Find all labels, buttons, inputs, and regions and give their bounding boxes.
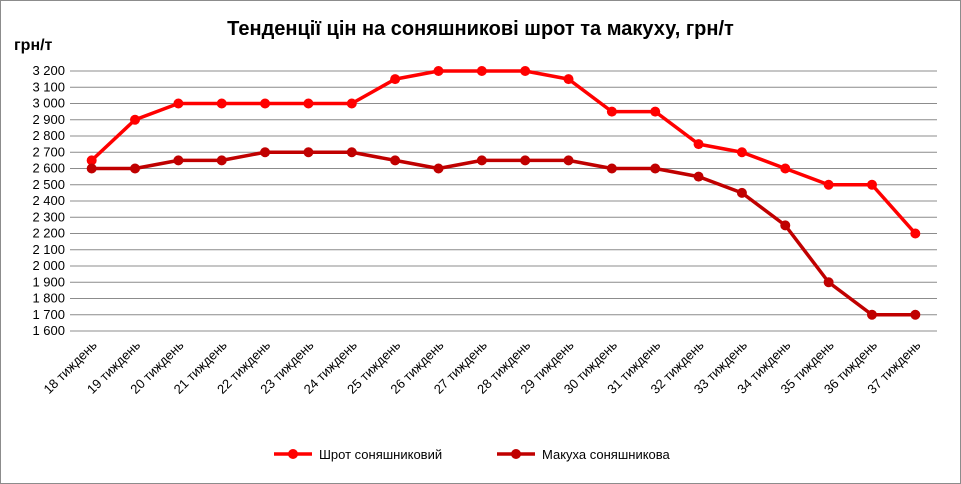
data-point: [130, 163, 141, 174]
data-point: [736, 147, 747, 158]
y-tick-label: 3 000: [32, 96, 65, 111]
data-point: [606, 163, 617, 174]
data-point: [910, 309, 921, 320]
data-point: [86, 163, 97, 174]
y-tick-label: 2 700: [32, 144, 65, 159]
series-line-1: [90, 69, 917, 235]
legend-label: Шрот соняшниковий: [319, 447, 442, 462]
y-tick-label: 1 800: [32, 291, 65, 306]
data-point: [520, 155, 531, 166]
legend-swatch-marker: [288, 449, 298, 459]
data-point: [86, 155, 97, 166]
data-point: [433, 66, 444, 76]
legend-label: Макуха соняшникова: [542, 447, 671, 462]
data-point: [260, 147, 271, 158]
data-point: [650, 163, 661, 174]
data-point: [216, 98, 227, 109]
data-point: [910, 228, 921, 239]
series-line-2: [91, 150, 916, 317]
data-point: [563, 155, 574, 166]
legend: Шрот соняшниковий Макуха соняшникова: [274, 447, 671, 462]
data-point: [303, 98, 314, 109]
data-point: [346, 98, 357, 109]
y-tick-label: 2 800: [32, 128, 65, 143]
data-point: [693, 171, 704, 182]
data-point: [216, 155, 227, 166]
data-point: [476, 155, 487, 166]
data-point: [736, 187, 747, 198]
data-point: [130, 114, 141, 125]
y-tick-label: 2 000: [32, 258, 65, 273]
data-point: [866, 179, 877, 190]
y-tick-label: 1 900: [32, 274, 65, 289]
data-point: [173, 155, 184, 166]
y-tick-label: 2 300: [32, 209, 65, 224]
y-tick-label: 1 700: [32, 307, 65, 322]
data-point: [476, 66, 487, 76]
y-tick-label: 2 600: [32, 161, 65, 176]
data-point: [650, 106, 661, 117]
data-point: [173, 98, 184, 109]
y-tick-label: 2 900: [32, 112, 65, 127]
data-point: [823, 179, 834, 190]
grid-lines: [70, 70, 937, 332]
legend-swatch-marker: [511, 449, 521, 459]
data-point: [563, 74, 574, 85]
data-point: [303, 147, 314, 158]
data-point: [520, 66, 531, 76]
data-point: [390, 155, 401, 166]
data-point: [780, 163, 791, 174]
data-point: [433, 163, 444, 174]
data-point: [390, 74, 401, 85]
series-group: [86, 66, 921, 320]
y-tick-label: 2 400: [32, 193, 65, 208]
y-tick-label: 2 200: [32, 226, 65, 241]
data-point: [866, 309, 877, 320]
y-tick-label: 2 100: [32, 242, 65, 257]
data-point: [346, 147, 357, 158]
data-point: [260, 98, 271, 109]
data-point: [606, 106, 617, 117]
y-tick-label: 3 200: [32, 63, 65, 78]
y-axis-label: грн/т: [14, 37, 53, 54]
y-tick-label: 2 500: [32, 177, 65, 192]
y-tick-label: 3 100: [32, 79, 65, 94]
data-point: [693, 139, 704, 150]
y-tick-label: 1 600: [32, 323, 65, 338]
chart-title: Тенденції цін на соняшникові шрот та мак…: [227, 18, 734, 40]
data-point: [823, 277, 834, 288]
data-point: [780, 220, 791, 231]
